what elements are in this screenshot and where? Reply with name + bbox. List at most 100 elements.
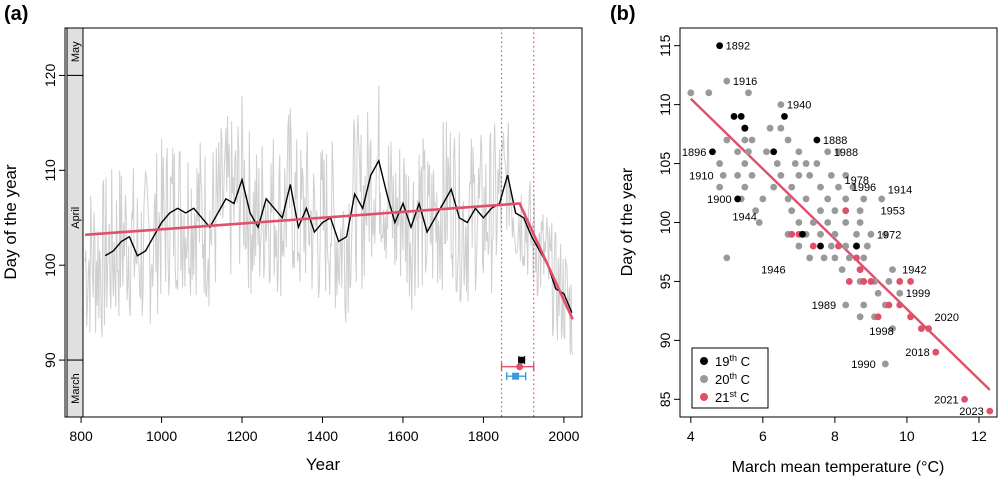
scatter-point — [860, 278, 868, 285]
year-label: 1999 — [906, 288, 930, 300]
year-label: 1944 — [732, 212, 756, 224]
scatter-point — [835, 183, 842, 191]
scatter-point — [817, 230, 824, 238]
scatter-point — [781, 113, 788, 120]
scatter-point — [741, 136, 749, 144]
scatter-point — [809, 219, 817, 226]
scatter-point — [917, 325, 925, 332]
scatter-point — [687, 89, 695, 97]
scatter-point — [827, 242, 835, 250]
scatter-point — [827, 171, 835, 179]
scatter-point — [777, 171, 785, 179]
scatter-point — [849, 183, 857, 191]
scatter-point — [842, 171, 850, 179]
scatter-point — [824, 219, 832, 226]
scatter-point — [820, 254, 828, 262]
legend-label: 21st C — [715, 389, 749, 405]
scatter-point — [831, 230, 839, 238]
panel-a-label: (a) — [4, 3, 28, 25]
month-band — [66, 359, 84, 418]
legend-label-base: 20 — [715, 372, 729, 387]
scatter-point — [773, 160, 781, 167]
y-tick-label: 95 — [657, 273, 673, 289]
panel-a-chart: May April March 800 1000 1200 1400 1600 1800 200… — [1, 27, 583, 474]
year-label: 2023 — [959, 406, 983, 418]
scatter-point — [860, 301, 868, 309]
scatter-point — [763, 148, 770, 156]
scatter-point — [734, 171, 742, 179]
scatter-point — [755, 219, 763, 226]
year-label: 1978 — [845, 175, 869, 187]
scatter-point — [842, 219, 850, 226]
scatter-point — [842, 242, 850, 250]
year-label: 1896 — [682, 147, 706, 159]
scatter-point — [748, 171, 756, 179]
legend-label-base: 19 — [715, 354, 729, 369]
scatter-point — [745, 148, 752, 156]
scatter-point — [809, 242, 817, 250]
scatter-point — [856, 207, 864, 215]
scatter-point — [795, 148, 803, 156]
scatter-point — [896, 301, 904, 309]
y-tick-label: 110 — [657, 93, 673, 116]
year-label: 1989 — [812, 300, 836, 312]
scatter-point — [845, 278, 853, 285]
scatter-point — [723, 136, 731, 144]
year-label: 1916 — [733, 76, 757, 88]
legend-label-suffix: C — [736, 390, 749, 405]
scatter-point — [838, 266, 846, 274]
y-tick-label: 105 — [657, 152, 673, 176]
scatter-point — [770, 183, 778, 191]
scatter-point — [770, 148, 778, 156]
scatter-point — [802, 195, 810, 203]
legend-marker — [700, 393, 708, 401]
year-label: 1892 — [726, 41, 750, 53]
x-tick-label: 1000 — [146, 428, 177, 444]
panel-a-x-axis-title: Year — [306, 455, 341, 474]
scatter-point — [831, 207, 839, 215]
scatter-point — [723, 254, 731, 262]
scatter-point — [737, 113, 745, 120]
month-band-label: March — [70, 373, 82, 404]
x-tick-label: 800 — [69, 428, 93, 444]
scatter-point — [867, 278, 875, 285]
breakpoint-marker — [518, 356, 526, 364]
scatter-point — [734, 148, 742, 156]
x-tick-label: 1800 — [468, 428, 499, 444]
scatter-point — [806, 254, 814, 262]
scatter-point — [777, 101, 785, 109]
scatter-point — [907, 278, 914, 285]
panel-a-y-axis-title: Day of the year — [1, 164, 20, 280]
scatter-point — [896, 278, 904, 285]
year-label: 1914 — [888, 184, 912, 196]
scatter-point — [817, 207, 824, 215]
x-tick-label: 12 — [971, 428, 987, 444]
year-label: 1996 — [852, 182, 876, 194]
x-tick-label: 1200 — [226, 428, 257, 444]
annual-series-line — [84, 85, 574, 355]
scatter-point — [788, 183, 796, 191]
scatter-point — [874, 313, 882, 321]
y-tick-label: 110 — [42, 159, 58, 182]
scatter-point — [716, 42, 724, 50]
legend-label-base: 21 — [715, 390, 729, 405]
scatter-point — [734, 195, 742, 203]
year-label: 1972 — [877, 229, 901, 241]
scatter-point — [817, 242, 824, 250]
scatter-point — [748, 136, 756, 144]
scatter-point — [723, 77, 731, 85]
scatter-point — [860, 195, 868, 203]
legend-label-sup: th — [729, 353, 737, 363]
legend-marker — [700, 357, 708, 365]
scatter-point — [878, 195, 886, 203]
scatter-point — [745, 89, 752, 97]
year-label: 1946 — [761, 265, 785, 277]
scatter-point — [856, 266, 864, 274]
scatter-point — [824, 148, 832, 156]
scatter-point — [856, 219, 864, 226]
scatter-point — [716, 160, 724, 167]
year-label: 1940 — [787, 100, 811, 112]
year-label: 1990 — [851, 359, 875, 371]
